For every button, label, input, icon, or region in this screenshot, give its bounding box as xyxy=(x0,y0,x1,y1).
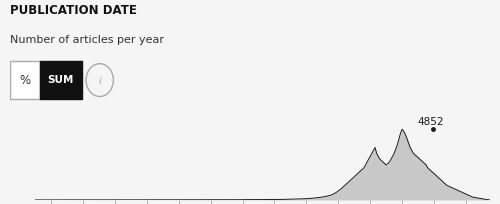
Text: 4852: 4852 xyxy=(418,117,444,127)
Text: Number of articles per year: Number of articles per year xyxy=(10,35,164,45)
Text: SUM: SUM xyxy=(48,75,74,85)
Text: PUBLICATION DATE: PUBLICATION DATE xyxy=(10,4,137,17)
Text: i: i xyxy=(98,76,101,86)
FancyBboxPatch shape xyxy=(40,61,82,99)
FancyBboxPatch shape xyxy=(10,61,40,99)
Text: %: % xyxy=(20,74,30,87)
